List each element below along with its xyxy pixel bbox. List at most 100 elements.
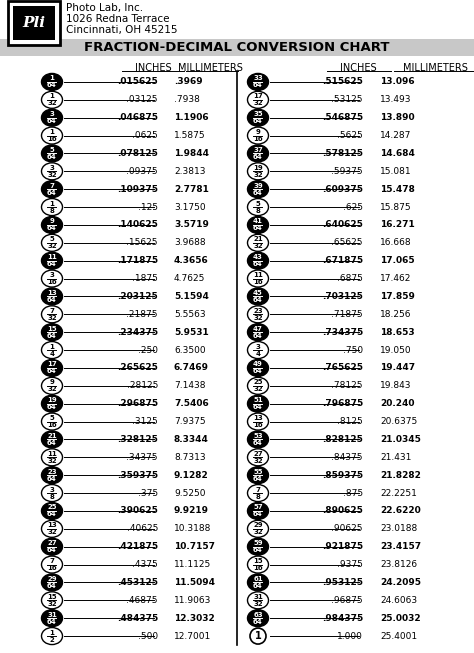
- Text: .4375: .4375: [132, 560, 158, 569]
- Text: 1: 1: [50, 629, 55, 635]
- Ellipse shape: [247, 520, 268, 537]
- Ellipse shape: [247, 538, 268, 555]
- Text: 19.050: 19.050: [380, 345, 411, 355]
- Text: .8125: .8125: [337, 417, 363, 426]
- Text: 3: 3: [255, 343, 260, 349]
- Text: 17.462: 17.462: [380, 274, 411, 283]
- Text: 64: 64: [47, 154, 57, 160]
- Text: 2.3813: 2.3813: [174, 167, 206, 176]
- Text: 17: 17: [47, 362, 57, 368]
- Text: 57: 57: [253, 504, 263, 511]
- Text: .453125: .453125: [117, 578, 158, 587]
- Ellipse shape: [247, 91, 268, 108]
- Text: 32: 32: [253, 530, 263, 535]
- Text: 13: 13: [47, 290, 57, 296]
- Ellipse shape: [42, 431, 63, 448]
- Bar: [13, 6, 55, 40]
- Text: 64: 64: [253, 82, 263, 88]
- Text: .265625: .265625: [117, 364, 158, 372]
- Ellipse shape: [42, 324, 63, 341]
- Ellipse shape: [247, 467, 268, 484]
- Text: .984375: .984375: [322, 614, 363, 623]
- Text: 9.1282: 9.1282: [174, 471, 209, 480]
- Text: 1.5875: 1.5875: [174, 131, 206, 140]
- Text: 64: 64: [253, 332, 263, 339]
- Text: 32: 32: [253, 387, 263, 392]
- Text: 5: 5: [50, 415, 55, 421]
- Text: 64: 64: [47, 475, 57, 482]
- Ellipse shape: [42, 199, 63, 215]
- Text: 5.5563: 5.5563: [174, 310, 206, 319]
- Text: 11.1125: 11.1125: [174, 560, 211, 569]
- Text: 32: 32: [253, 315, 263, 321]
- Text: 64: 64: [253, 368, 263, 374]
- Text: 14.684: 14.684: [380, 149, 415, 158]
- Text: 3.5719: 3.5719: [174, 221, 209, 229]
- Text: 16: 16: [253, 565, 263, 571]
- Text: 15: 15: [47, 326, 57, 332]
- Text: 1.9844: 1.9844: [174, 149, 209, 158]
- Text: .59375: .59375: [331, 167, 363, 176]
- Text: 8.7313: 8.7313: [174, 453, 206, 462]
- Ellipse shape: [42, 73, 63, 90]
- Text: 32: 32: [253, 244, 263, 249]
- Ellipse shape: [42, 395, 63, 412]
- Text: 45: 45: [253, 290, 263, 296]
- Text: .671875: .671875: [322, 256, 363, 265]
- Text: 20.240: 20.240: [380, 399, 414, 408]
- Text: .28125: .28125: [127, 381, 158, 390]
- Text: 7.5406: 7.5406: [174, 399, 209, 408]
- Text: 23: 23: [47, 469, 57, 475]
- Text: 32: 32: [253, 172, 263, 178]
- Text: .171875: .171875: [117, 256, 158, 265]
- Ellipse shape: [42, 467, 63, 484]
- Text: .625: .625: [343, 202, 363, 212]
- Text: 64: 64: [47, 189, 57, 196]
- Text: 1026 Redna Terrace: 1026 Redna Terrace: [66, 14, 170, 24]
- Text: 12.3032: 12.3032: [174, 614, 215, 623]
- Text: 8.3344: 8.3344: [174, 435, 209, 444]
- Ellipse shape: [42, 270, 63, 287]
- Text: MILLIMETERS: MILLIMETERS: [178, 63, 242, 73]
- Text: 21.0345: 21.0345: [380, 435, 421, 444]
- Ellipse shape: [247, 145, 268, 162]
- Text: 23.4157: 23.4157: [380, 542, 421, 551]
- Text: 13.096: 13.096: [380, 78, 415, 86]
- Text: 8: 8: [255, 494, 260, 500]
- Text: 15: 15: [47, 594, 57, 600]
- Text: 25: 25: [47, 504, 57, 511]
- Text: 9: 9: [50, 219, 55, 225]
- Text: 1.000: 1.000: [337, 631, 363, 641]
- Text: .9375: .9375: [337, 560, 363, 569]
- Text: 41: 41: [253, 219, 263, 225]
- Text: .750: .750: [343, 345, 363, 355]
- Text: .828125: .828125: [322, 435, 363, 444]
- Text: 64: 64: [47, 440, 57, 446]
- Text: 8: 8: [50, 208, 55, 214]
- Text: 3: 3: [50, 165, 55, 171]
- Text: .296875: .296875: [117, 399, 158, 408]
- Ellipse shape: [42, 163, 63, 180]
- Text: 23: 23: [253, 308, 263, 314]
- Text: .3125: .3125: [132, 417, 158, 426]
- Circle shape: [250, 628, 266, 644]
- Text: 1: 1: [50, 200, 55, 206]
- Text: 64: 64: [47, 583, 57, 589]
- Text: 39: 39: [253, 183, 263, 189]
- Text: 32: 32: [47, 530, 57, 535]
- Ellipse shape: [247, 288, 268, 305]
- Text: 14.287: 14.287: [380, 131, 411, 140]
- Text: 2: 2: [50, 637, 55, 643]
- Text: 11: 11: [47, 451, 57, 457]
- Text: 64: 64: [47, 297, 57, 303]
- Text: .046875: .046875: [117, 113, 158, 122]
- Text: .46875: .46875: [127, 596, 158, 605]
- Text: 64: 64: [253, 547, 263, 553]
- Text: 17: 17: [253, 93, 263, 99]
- Text: .484375: .484375: [117, 614, 158, 623]
- Text: .78125: .78125: [331, 381, 363, 390]
- Text: .328125: .328125: [117, 435, 158, 444]
- Text: 15.478: 15.478: [380, 185, 415, 194]
- Text: 19.843: 19.843: [380, 381, 411, 390]
- Text: 16: 16: [47, 136, 57, 142]
